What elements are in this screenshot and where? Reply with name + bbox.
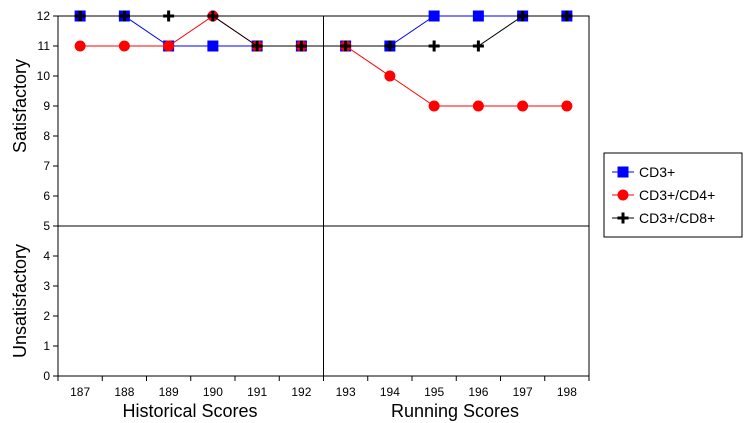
data-point: [163, 40, 175, 52]
plus-bar-v: [211, 10, 215, 22]
y-tick-label: 4: [43, 249, 50, 263]
legend-marker: [617, 212, 629, 224]
plus-bar-v: [521, 10, 525, 22]
x-tick-label: 194: [380, 385, 400, 399]
y-tick-label: 0: [43, 369, 50, 383]
x-tick-label: 193: [336, 385, 356, 399]
y-tick-label: 9: [43, 99, 50, 113]
y-tick-label: 8: [43, 129, 50, 143]
legend-entry: CD3+/CD4+: [612, 187, 715, 203]
plus-bar-v: [565, 10, 569, 22]
data-point: [340, 40, 352, 52]
lower-region-label: Unsatisfactory: [10, 244, 30, 358]
plus-bar-v: [299, 40, 303, 52]
y-tick-label: 1: [43, 339, 50, 353]
x-tick-label: 196: [468, 385, 488, 399]
y-tick-label: 10: [37, 69, 51, 83]
y-tick-label: 2: [43, 309, 50, 323]
data-point: [472, 100, 484, 112]
legend-entry: CD3+: [612, 164, 675, 180]
data-point: [74, 40, 86, 52]
legend-marker: [617, 166, 629, 178]
data-point: [251, 40, 263, 52]
x-tick-label: 192: [291, 385, 311, 399]
data-point: [517, 10, 529, 22]
legend-items: CD3+ CD3+/CD4+ CD3+/CD8+: [612, 164, 715, 226]
legend-label: CD3+/CD8+: [639, 210, 715, 226]
data-point: [472, 40, 484, 52]
legend-label: CD3+: [639, 164, 675, 180]
upper-region-label: Satisfactory: [10, 59, 30, 153]
data-point: [517, 100, 529, 112]
data-point: [428, 100, 440, 112]
y-tick-label: 12: [37, 9, 51, 23]
x-tick-label: 195: [424, 385, 444, 399]
plus-bar-v: [122, 10, 126, 22]
series-line: [80, 15, 567, 47]
data-point: [428, 10, 440, 22]
x-tick-label: 197: [513, 385, 533, 399]
plus-bar-v: [78, 10, 82, 22]
right-region-label: Running Scores: [391, 401, 519, 421]
data-point: [472, 10, 484, 22]
left-region-label: Historical Scores: [122, 401, 257, 421]
data-point: [118, 40, 130, 52]
legend-entry: CD3+/CD8+: [612, 210, 715, 226]
y-tick-label: 6: [43, 189, 50, 203]
y-tick-label: 3: [43, 279, 50, 293]
x-tick-label: 188: [114, 385, 134, 399]
plus-bar-v: [344, 40, 348, 52]
plus-bar-v: [476, 40, 480, 52]
plus-bar-v: [167, 10, 171, 22]
x-tick-label: 190: [203, 385, 223, 399]
series-cd3-cd8-: [74, 10, 573, 52]
legend-label: CD3+/CD4+: [639, 187, 715, 203]
legend-marker: [617, 189, 629, 201]
data-point: [561, 100, 573, 112]
y-tick-label: 11: [38, 39, 51, 53]
data-point: [207, 10, 219, 22]
y-tick-label: 5: [43, 219, 50, 233]
plus-bar-v: [621, 212, 625, 224]
data-point: [295, 40, 307, 52]
data-point: [428, 40, 440, 52]
x-tick-label: 189: [159, 385, 179, 399]
x-tick-label: 198: [557, 385, 577, 399]
series-layer: [74, 10, 573, 112]
data-point: [561, 10, 573, 22]
data-point: [163, 10, 175, 22]
data-point: [207, 40, 219, 52]
plus-bar-v: [388, 40, 392, 52]
legend: CD3+ CD3+/CD4+ CD3+/CD8+: [603, 152, 743, 238]
y-tick-label: 7: [43, 159, 50, 173]
plus-bar-v: [255, 40, 259, 52]
x-tick-label: 191: [247, 385, 267, 399]
data-point: [118, 10, 130, 22]
data-point: [384, 70, 396, 82]
data-point: [74, 10, 86, 22]
x-tick-label: 187: [70, 385, 90, 399]
data-point: [384, 40, 396, 52]
plus-bar-v: [432, 40, 436, 52]
